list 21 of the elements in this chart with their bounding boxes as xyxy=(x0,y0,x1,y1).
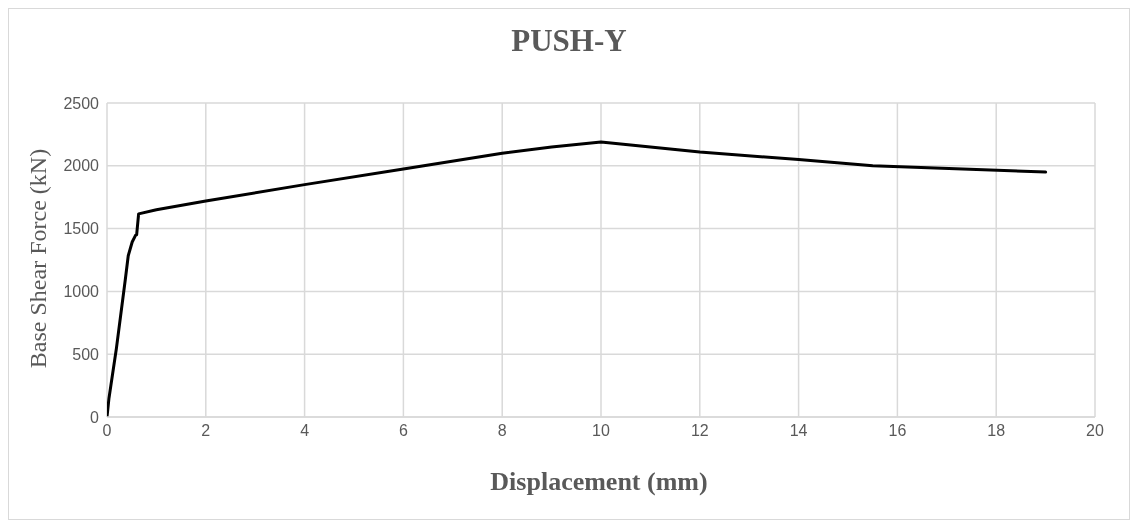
x-tick-label: 4 xyxy=(300,422,310,440)
x-tick-label: 12 xyxy=(690,422,709,440)
chart-title: PUSH-Y xyxy=(510,23,628,59)
x-tick-label: 2 xyxy=(201,422,211,440)
y-tick-label: 2000 xyxy=(63,157,100,175)
line-series xyxy=(107,140,1048,417)
y-tick-label: 2500 xyxy=(63,94,100,112)
y-tick-label: 0 xyxy=(90,408,100,426)
x-tick-label: 14 xyxy=(789,422,808,440)
x-tick-label: 6 xyxy=(398,422,408,440)
x-tick-label: 18 xyxy=(987,422,1006,440)
x-tick-label: 20 xyxy=(1086,422,1104,440)
y-tick-label: 1500 xyxy=(63,220,100,238)
x-axis-title: Displacement (mm) xyxy=(489,467,709,497)
y-tick-label: 500 xyxy=(72,345,100,363)
y-axis-title: Base Shear Force (kN) xyxy=(25,148,53,368)
x-tick-label: 0 xyxy=(102,422,112,440)
x-tick-label: 16 xyxy=(888,422,907,440)
x-tick-label: 10 xyxy=(592,422,610,440)
y-tick-label: 1000 xyxy=(63,283,100,301)
x-tick-label: 8 xyxy=(497,422,507,440)
